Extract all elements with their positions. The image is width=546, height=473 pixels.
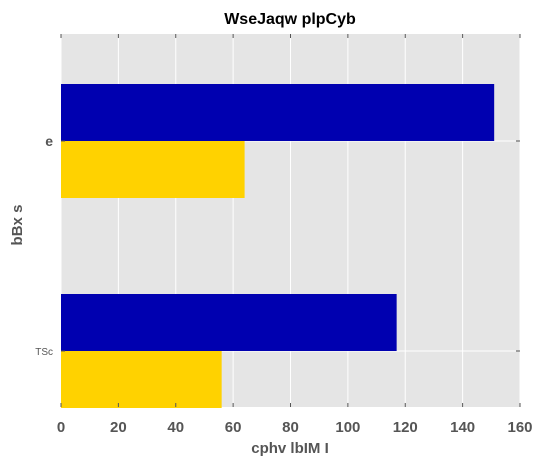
bar-series-2-e	[61, 141, 245, 198]
x-tick-label: 160	[507, 419, 532, 436]
bar-series-2-TSc	[61, 351, 222, 408]
bar-series-1-TSc	[61, 294, 397, 351]
bars	[61, 84, 495, 408]
x-tick-label: 120	[393, 419, 418, 436]
y-tick-label: e	[45, 133, 53, 149]
x-tick-label: 140	[450, 419, 475, 436]
x-axis-label: cphv lbIM I	[251, 440, 329, 457]
x-tick-label: 100	[335, 419, 360, 436]
chart-title: WseJaqw plpCyb	[224, 11, 356, 28]
bar-series-1-e	[61, 84, 495, 141]
y-tick-label: TSc	[35, 347, 53, 358]
axis-ticks: 0 20 40 60 80 100 120 140 160 e TSc	[35, 34, 533, 436]
y-axis-label: bBx s	[9, 205, 26, 246]
x-tick-label: 80	[282, 419, 299, 436]
x-tick-label: 60	[225, 419, 242, 436]
x-tick-label: 40	[167, 419, 184, 436]
x-tick-label: 0	[57, 419, 65, 436]
x-tick-label: 20	[110, 419, 127, 436]
